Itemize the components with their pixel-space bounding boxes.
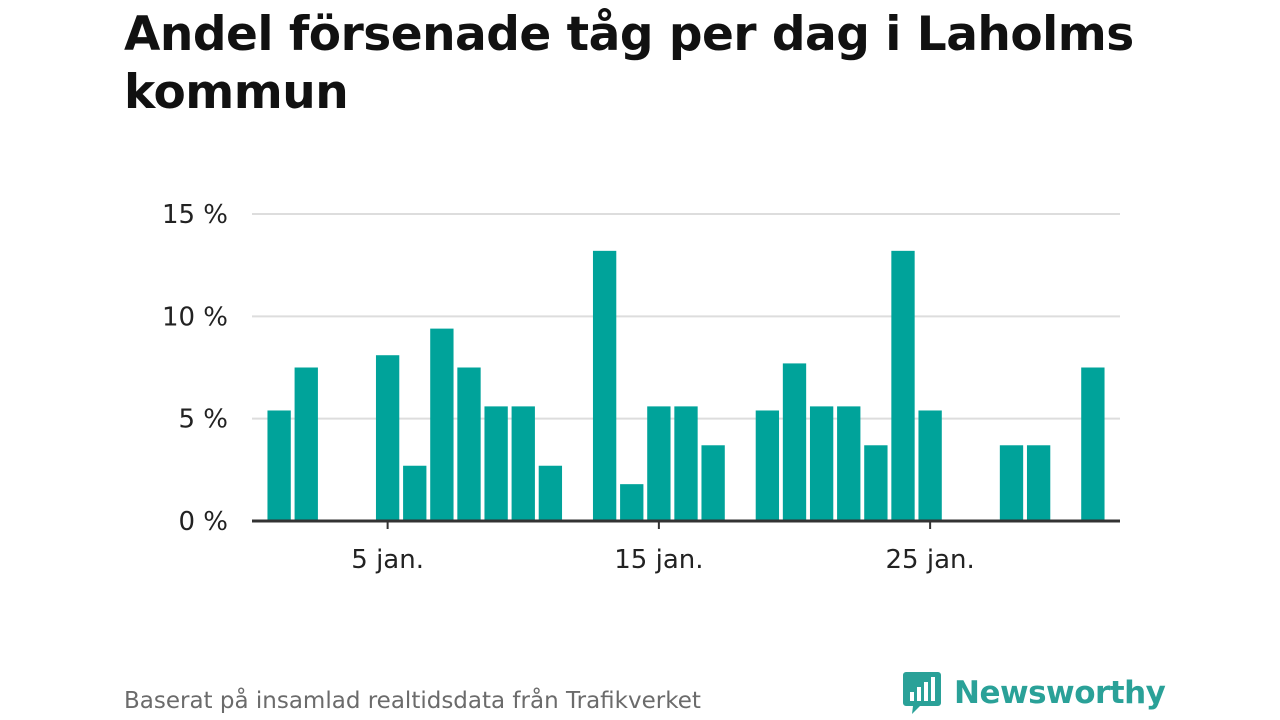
bar [782, 363, 807, 521]
bars [267, 250, 1105, 521]
bar [647, 406, 671, 521]
bar [294, 367, 318, 521]
bar [701, 445, 725, 521]
chart-title: Andel försenade tåg per dag i Laholms ko… [124, 7, 1134, 120]
bar [375, 355, 400, 521]
bar [891, 250, 915, 521]
brand-logo: Newsworthy [902, 670, 1166, 716]
bar [592, 250, 617, 521]
bar [755, 410, 780, 521]
newsworthy-logo-icon [903, 672, 941, 714]
bar [267, 410, 291, 521]
bar [999, 445, 1024, 521]
x-axis-ticks: 5 jan. 15 jan. 25 jan. [252, 519, 1120, 575]
y-axis-ticks: 0 % 5 % 10 % 15 % [162, 200, 228, 537]
x-tick-label: 5 jan. [351, 545, 424, 575]
bar [864, 445, 888, 521]
x-tick-label: 25 jan. [886, 545, 975, 575]
bar [809, 406, 834, 521]
bar [403, 465, 427, 521]
bar [457, 367, 481, 521]
bar [620, 484, 644, 521]
bar [918, 410, 942, 521]
bar [837, 406, 861, 521]
x-tick-label: 15 jan. [614, 545, 703, 575]
bar-chart: 0 % 5 % 10 % 15 % 5 jan. 15 jan. 25 jan. [162, 200, 1120, 575]
bar [674, 406, 698, 521]
bar [430, 328, 454, 521]
y-tick-label: 15 % [162, 200, 228, 230]
bar [538, 465, 563, 521]
bar [1026, 445, 1051, 521]
source-note: Baserat på insamlad realtidsdata från Tr… [124, 688, 701, 714]
y-tick-label: 5 % [178, 405, 228, 435]
bar [511, 406, 535, 521]
bar [1081, 367, 1105, 521]
y-tick-label: 0 % [178, 507, 228, 537]
y-tick-label: 10 % [162, 302, 228, 332]
brand-name: Newsworthy [954, 675, 1166, 711]
bar [484, 406, 508, 521]
